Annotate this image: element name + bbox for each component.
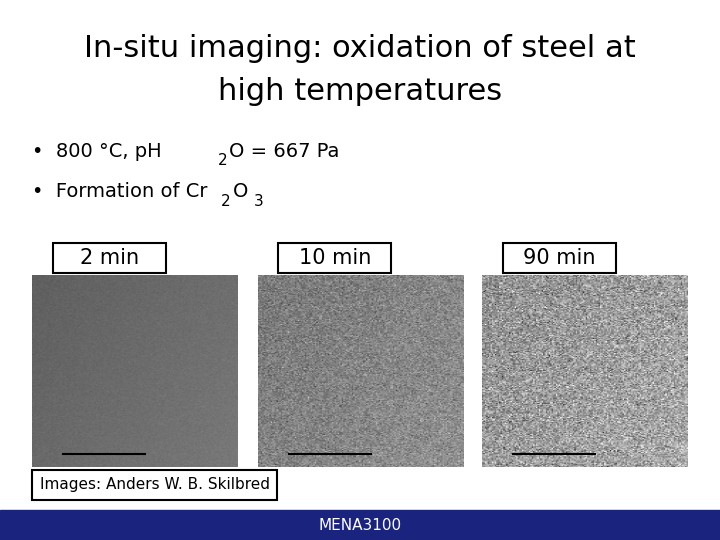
Text: high temperatures: high temperatures [218,77,502,106]
FancyBboxPatch shape [32,470,277,500]
Text: 3: 3 [254,194,264,209]
Text: •  800 °C, pH: • 800 °C, pH [32,141,162,161]
Text: In-situ imaging: oxidation of steel at: In-situ imaging: oxidation of steel at [84,34,636,63]
Bar [0,510,720,540]
Text: 2: 2 [217,153,227,168]
Text: 10 min: 10 min [299,248,371,268]
FancyBboxPatch shape [278,243,391,273]
Text: O = 667 Pa: O = 667 Pa [229,141,339,161]
Text: O: O [233,182,248,201]
Text: 90 min: 90 min [523,248,595,268]
Text: 2: 2 [221,194,230,209]
Text: MENA3100: MENA3100 [318,518,402,533]
Text: •  Formation of Cr: • Formation of Cr [32,182,208,201]
FancyBboxPatch shape [503,243,616,273]
Text: 2 min: 2 min [80,248,139,268]
Text: Images: Anders W. B. Skilbred: Images: Anders W. B. Skilbred [40,477,270,492]
FancyBboxPatch shape [53,243,166,273]
